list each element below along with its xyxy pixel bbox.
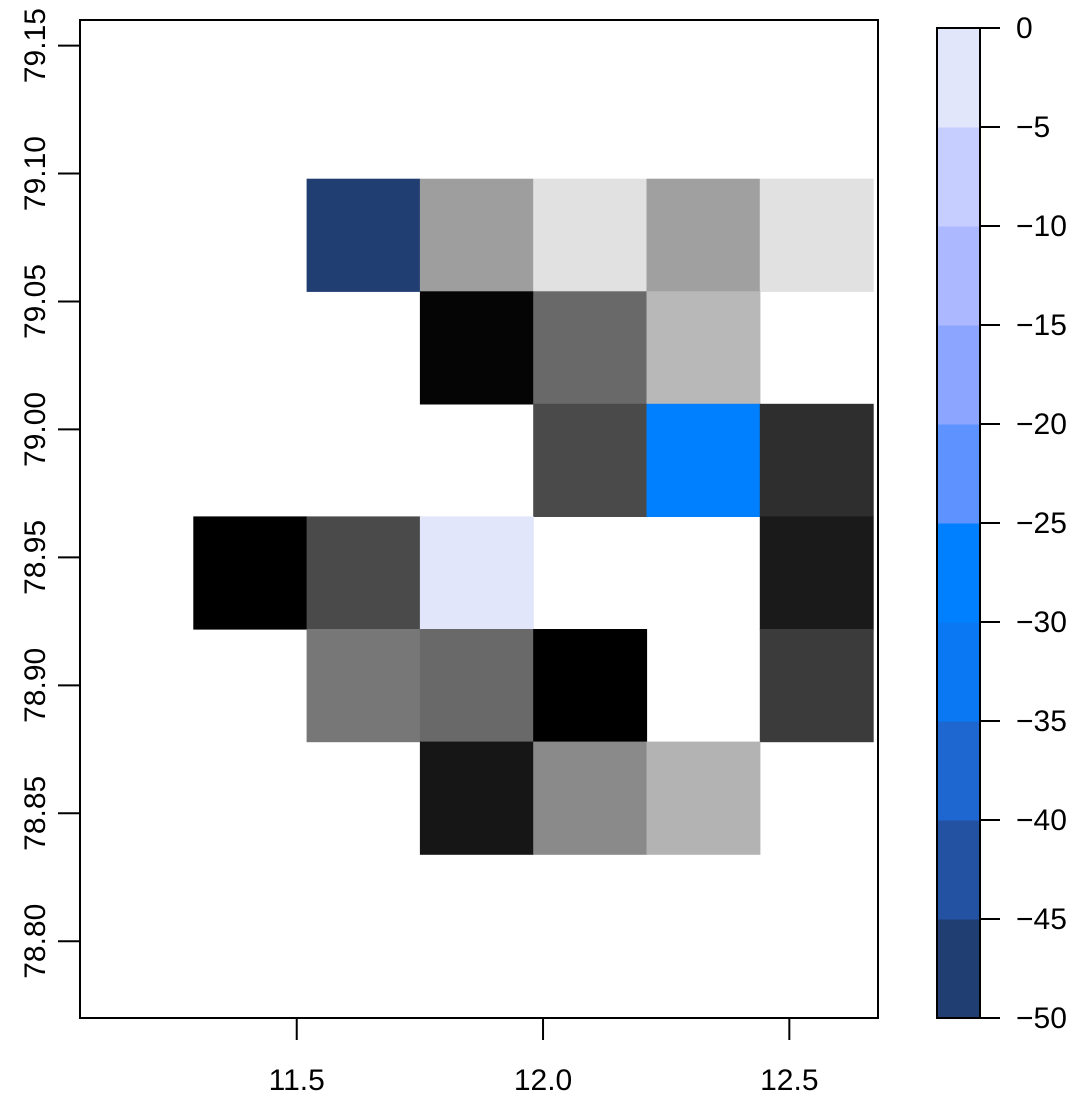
heatmap-cell-18 <box>759 629 874 743</box>
colorbar-band-9 <box>937 28 980 128</box>
heatmap-cell-15 <box>306 629 421 743</box>
colorbar-band-1 <box>937 820 980 920</box>
colorbar-tick-label: −15 <box>1016 309 1067 342</box>
heatmap-cell-14 <box>759 516 874 630</box>
heatmap-cell-7 <box>646 291 761 405</box>
colorbar-tick-label: −35 <box>1016 705 1067 738</box>
y-tick-label: 78.80 <box>19 904 52 979</box>
heatmap-cell-11 <box>193 516 308 630</box>
heatmap-cell-4 <box>759 178 874 292</box>
x-tick-label: 12.5 <box>760 1064 818 1093</box>
y-tick-label: 79.15 <box>19 8 52 83</box>
y-tick-label: 78.95 <box>19 520 52 595</box>
heatmap-cell-3 <box>646 178 761 292</box>
colorbar-tick-label: −25 <box>1016 507 1067 540</box>
y-tick-label: 79.00 <box>19 392 52 467</box>
heatmap-cell-0 <box>306 178 421 292</box>
colorbar-band-4 <box>937 523 980 623</box>
heatmap-cell-16 <box>419 629 534 743</box>
heatmap-cell-10 <box>759 403 874 517</box>
heatmap-cell-5 <box>419 291 534 405</box>
heatmap-cell-21 <box>646 741 761 855</box>
colorbar-tick-label: −10 <box>1016 210 1067 243</box>
heatmap-cell-2 <box>533 178 648 292</box>
colorbar-tick-label: −20 <box>1016 408 1067 441</box>
colorbar-band-0 <box>937 919 980 1019</box>
colorbar-tick-label: −30 <box>1016 606 1067 639</box>
heatmap-cell-19 <box>419 741 534 855</box>
heatmap-cell-13 <box>419 516 534 630</box>
colorbar-tick-label: −5 <box>1016 111 1050 144</box>
y-tick-label: 79.05 <box>19 264 52 339</box>
colorbar-band-5 <box>937 424 980 524</box>
colorbar-band-6 <box>937 325 980 425</box>
x-tick-label: 11.5 <box>269 1064 325 1093</box>
y-axis: 78.80 78.85 78.90 78.95 79.00 79.05 79.10 79.15 <box>19 8 80 979</box>
heatmap-cells <box>193 178 874 855</box>
heatmap-cell-1 <box>419 178 534 292</box>
heatmap-cell-12 <box>306 516 421 630</box>
colorbar-tick-label: 0 <box>1016 12 1033 45</box>
colorbar-band-3 <box>937 622 980 722</box>
y-tick-label: 79.10 <box>19 136 52 211</box>
heatmap-cell-6 <box>533 291 648 405</box>
y-tick-label: 78.90 <box>19 648 52 723</box>
colorbar-band-8 <box>937 127 980 227</box>
y-tick-label: 78.85 <box>19 776 52 851</box>
heatmap-cell-20 <box>533 741 648 855</box>
colorbar-tick-label: −45 <box>1016 903 1067 936</box>
heatmap-cell-9 <box>646 403 761 517</box>
colorbar-tick-label: −50 <box>1016 1002 1067 1035</box>
colorbar-band-2 <box>937 721 980 821</box>
heatmap-cell-8 <box>533 403 648 517</box>
x-axis: 11.5 12.0 12.5 <box>269 1018 819 1097</box>
x-tick-label: 12.0 <box>514 1064 572 1093</box>
colorbar-band-7 <box>937 226 980 326</box>
heatmap-cell-17 <box>533 629 648 743</box>
plot-frame <box>79 19 879 1019</box>
colorbar-tick-label: −40 <box>1016 804 1067 837</box>
colorbar: 0 −5 −10 −15 −20 −25 −30 −35 −40 −45 −50 <box>936 12 1067 1035</box>
